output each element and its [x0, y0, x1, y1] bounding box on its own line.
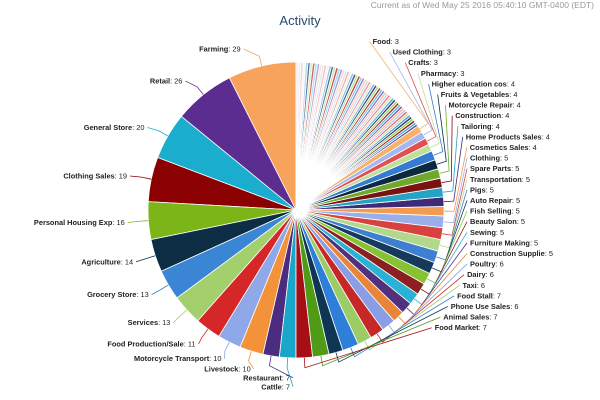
chart-title: Activity — [279, 13, 321, 28]
slice-label: Farming: 29 — [199, 45, 240, 54]
connector-line — [135, 255, 156, 263]
slice-label: Cosmetics Sales: 4 — [470, 143, 537, 152]
slice-label: Pharmacy: 3 — [421, 69, 465, 78]
connector-line — [224, 341, 230, 359]
slice-label: Furniture Making: 5 — [470, 238, 538, 247]
slice-label: Clothing: 5 — [470, 154, 508, 163]
slice-label: Food Market: 7 — [435, 323, 487, 332]
slice-label: Cattle: 7 — [261, 382, 290, 391]
connector-line — [442, 168, 468, 236]
connector-line — [268, 355, 294, 379]
slice-label: Sewing: 5 — [470, 228, 504, 237]
slice-label: Pigs: 5 — [470, 185, 494, 194]
slice-label: Home Products Sales: 4 — [466, 132, 550, 141]
connector-line — [320, 316, 441, 367]
slice-label: Fish Selling: 5 — [470, 207, 520, 216]
connector-line — [428, 83, 444, 156]
connector-line — [350, 295, 455, 358]
connector-line — [303, 327, 432, 369]
slice-label: Food Stall: 7 — [457, 291, 501, 300]
slice-label: Construction Supplie: 5 — [470, 249, 553, 258]
slice-label: General Store: 20 — [84, 123, 145, 132]
slice-label: Auto Repair: 5 — [470, 196, 520, 205]
slice-label: Services: 13 — [128, 318, 171, 327]
connector-line — [441, 115, 453, 184]
slice-label: Restaurant: 7 — [243, 373, 290, 382]
slice-label: Tailoring: 4 — [461, 122, 500, 131]
slice-label: Grocery Store: 13 — [87, 290, 149, 299]
slice-label: Poultry: 6 — [470, 260, 504, 269]
connector-line — [364, 284, 460, 351]
slice-label: Phone Use Sales: 6 — [451, 302, 519, 311]
timestamp-text: Current as of Wed May 25 2016 05:40:10 G… — [370, 0, 594, 10]
connector-line — [198, 328, 209, 345]
connector-line — [439, 105, 450, 174]
slice-label: Beauty Salon: 5 — [470, 217, 525, 226]
connector-line — [151, 284, 169, 296]
pie-slice-minor[interactable] — [295, 61, 299, 211]
slice-label: Animal Sales: 7 — [443, 313, 497, 322]
slice-label: Crafts: 3 — [408, 58, 438, 67]
slice-label: Taxi: 6 — [463, 281, 485, 290]
slice-label: Spare Parts: 5 — [470, 164, 519, 173]
slice-label: Food Production/Sale: 11 — [107, 340, 195, 349]
connector-line — [442, 126, 459, 193]
connector-line — [147, 127, 169, 137]
connector-line — [443, 158, 468, 224]
connector-line — [173, 309, 188, 323]
connector-line — [417, 73, 440, 148]
slice-label: Retail: 26 — [150, 77, 182, 86]
slice-label: Dairy: 6 — [467, 270, 494, 279]
slice-label: Motorcycle Repair: 4 — [449, 101, 521, 110]
slice-label: Used Clothing: 3 — [393, 48, 451, 57]
connector-line — [286, 357, 294, 387]
connector-line — [389, 51, 433, 136]
connector-line — [129, 175, 152, 180]
slice-label: Clothing Sales: 19 — [63, 172, 127, 181]
connector-line — [376, 274, 465, 343]
connector-line — [443, 136, 464, 203]
connector-line — [185, 80, 204, 95]
connector-line — [436, 94, 447, 165]
slice-label: Fruits & Vegetables: 4 — [441, 90, 518, 99]
connector-line — [243, 48, 263, 67]
slice-label: Construction: 4 — [455, 111, 509, 120]
connector-line — [335, 306, 448, 363]
connector-line — [443, 147, 468, 212]
slice-label: Higher education cos: 4 — [432, 79, 515, 88]
slice-label: Personal Housing Exp: 16 — [34, 218, 125, 227]
slice-label: Transportation: 5 — [470, 175, 530, 184]
slice-label: Livestock: 10 — [204, 364, 250, 373]
slice-label: Food: 3 — [373, 37, 399, 46]
connector-line — [247, 350, 255, 370]
connector-line — [404, 62, 437, 142]
slice-label: Motorcycle Transport: 10 — [134, 354, 221, 363]
slice-label: Agriculture: 14 — [81, 257, 133, 266]
connector-line — [127, 220, 149, 223]
